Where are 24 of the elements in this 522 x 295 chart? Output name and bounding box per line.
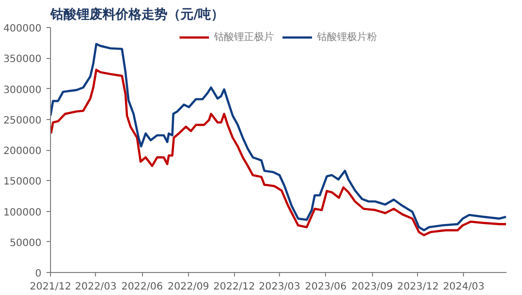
x-tick-label: 2023/12 — [397, 282, 439, 292]
x-tick-label: 2022/03 — [75, 282, 117, 292]
y-tick-label: 100000 — [3, 207, 42, 218]
x-tick-label: 2023/09 — [351, 282, 393, 292]
y-tick-label: 200000 — [3, 146, 42, 157]
legend-label: 钴酸锂极片粉 — [317, 30, 377, 44]
y-tick-label: 150000 — [3, 176, 42, 188]
x-tick-label: 2022/12 — [213, 282, 255, 292]
y-tick-label: 50000 — [10, 238, 42, 249]
line-series — [50, 42, 506, 232]
y-tick-label: 0 — [35, 268, 42, 280]
chart-title: 钴酸锂废料价格走势（元/吨） — [50, 6, 224, 22]
y-tick-label: 250000 — [3, 115, 42, 126]
line-series — [50, 68, 506, 236]
x-tick-label: 2023/06 — [305, 282, 347, 292]
y-tick-label: 300000 — [3, 84, 42, 96]
x-tick-label: 2024/03 — [442, 282, 484, 292]
x-tick-label: 2022/09 — [168, 282, 210, 292]
x-tick-label: 2022/06 — [121, 282, 163, 292]
x-tick-label: 2021/12 — [30, 282, 72, 292]
y-tick-label: 400000 — [3, 24, 42, 34]
x-tick-label: 2023/03 — [258, 282, 300, 292]
y-tick-label: 350000 — [3, 54, 42, 66]
legend-label: 钴酸锂正极片 — [214, 30, 274, 44]
